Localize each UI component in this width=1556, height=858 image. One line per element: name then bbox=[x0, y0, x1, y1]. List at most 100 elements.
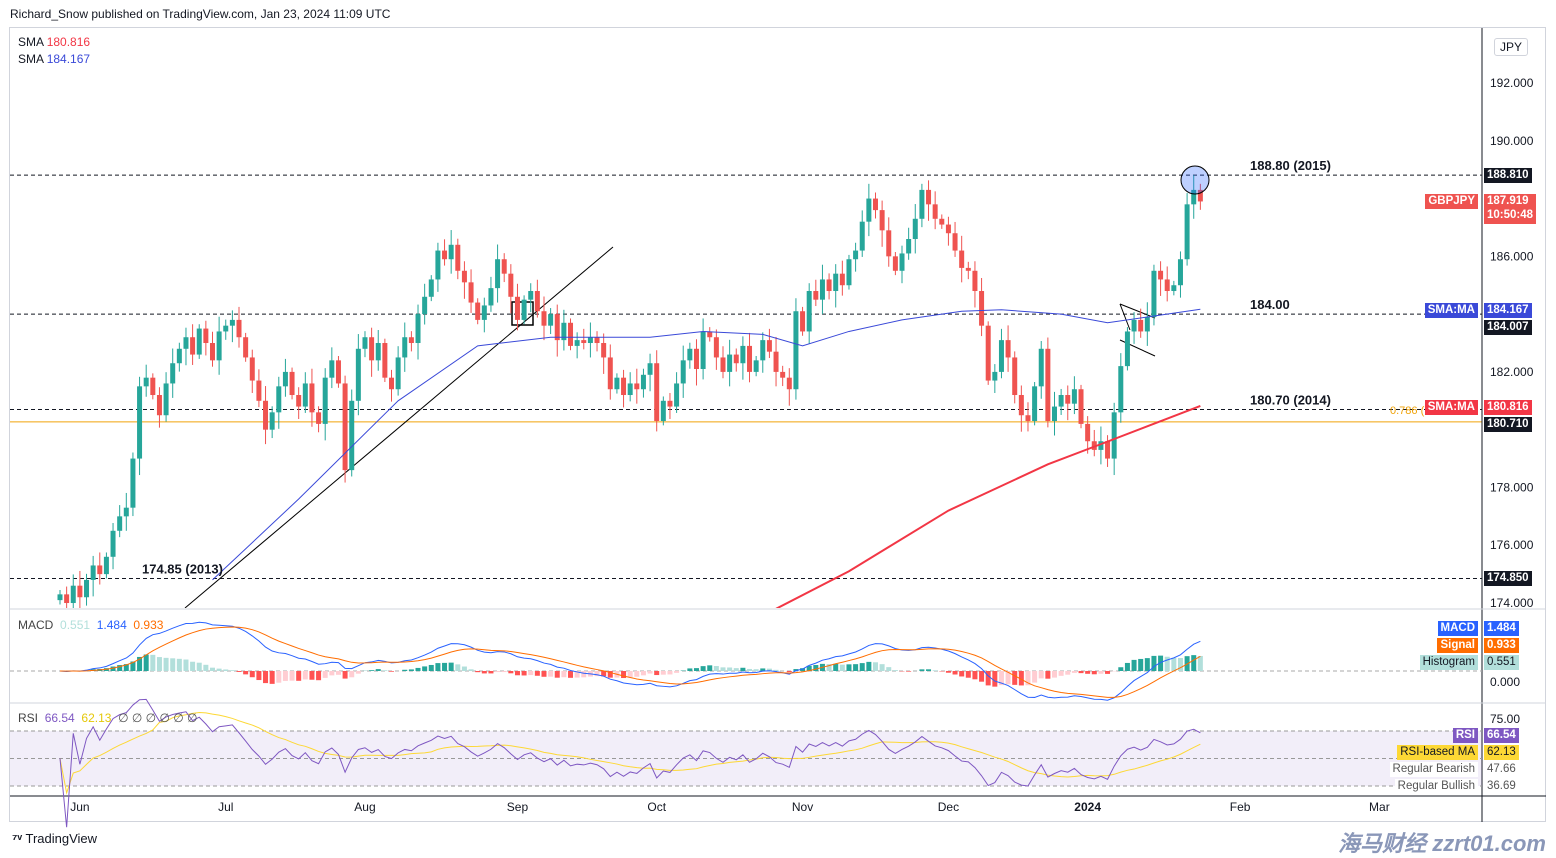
macd-axis-tag: 1.484 bbox=[1484, 621, 1519, 636]
candle-body bbox=[959, 251, 964, 268]
sma-slow-axis-tag: 180.816 bbox=[1484, 400, 1532, 415]
candle-body bbox=[482, 305, 487, 319]
level-axis-tag: 174.850 bbox=[1484, 571, 1532, 586]
candle-body bbox=[449, 245, 454, 259]
fib-label: 0.786 ( bbox=[1390, 405, 1425, 417]
macd-histogram-bar bbox=[369, 670, 374, 671]
macd-histogram-bar bbox=[309, 671, 314, 680]
countdown: 10:50:48 bbox=[1487, 208, 1533, 222]
macd-histogram-bar bbox=[853, 664, 858, 671]
candle-body bbox=[880, 210, 885, 230]
candle-body bbox=[362, 337, 367, 349]
candle-body bbox=[303, 383, 308, 406]
macd-histogram-bar bbox=[721, 667, 726, 671]
time-tick-label: Jul bbox=[218, 800, 233, 814]
candle-body bbox=[177, 349, 182, 363]
candle-body bbox=[323, 378, 328, 424]
macd-value: 1.484 bbox=[97, 618, 127, 632]
macd-histogram-bar bbox=[1145, 658, 1150, 671]
candle-body bbox=[1072, 389, 1077, 403]
candle-body bbox=[144, 378, 149, 387]
candle-body bbox=[946, 225, 951, 234]
divergence-axis-tag: 36.69 bbox=[1484, 779, 1519, 794]
macd-histogram-bar bbox=[528, 671, 533, 675]
candle-body bbox=[137, 386, 142, 458]
candle-body bbox=[190, 337, 195, 354]
price-tick-label: 178.000 bbox=[1490, 480, 1534, 494]
candle-body bbox=[71, 586, 76, 603]
macd-histogram-bar bbox=[1098, 671, 1103, 674]
candle-body bbox=[488, 288, 493, 305]
macd-histogram-bar bbox=[164, 658, 169, 671]
candle-body bbox=[1052, 407, 1057, 421]
candle-body bbox=[1085, 424, 1090, 441]
time-tick-label: Nov bbox=[792, 800, 813, 814]
candle-body bbox=[389, 378, 394, 390]
candle-body bbox=[283, 372, 288, 386]
tv-icon: ⁷ᵛ bbox=[12, 831, 22, 846]
candle-body bbox=[1158, 271, 1163, 280]
candle-body bbox=[1112, 412, 1117, 458]
candle-body bbox=[349, 401, 354, 470]
candle-body bbox=[250, 357, 255, 380]
macd-histogram-bar bbox=[648, 671, 653, 674]
candle-body bbox=[1118, 366, 1123, 412]
macd-histogram-bar bbox=[833, 664, 838, 671]
candle-body bbox=[793, 311, 798, 389]
highlight-circle bbox=[1181, 166, 1209, 194]
macd-histogram-bar bbox=[263, 671, 268, 683]
candle-body bbox=[813, 291, 818, 300]
macd-histogram-bar bbox=[1059, 671, 1064, 676]
candle-body bbox=[429, 279, 434, 296]
candle-body bbox=[1065, 395, 1070, 404]
macd-histogram-bar bbox=[654, 671, 659, 675]
candle-body bbox=[270, 412, 275, 429]
macd-histogram-bar bbox=[283, 671, 288, 681]
macd-histogram-bar bbox=[1092, 671, 1097, 674]
candle-body bbox=[309, 383, 314, 412]
macd-histogram-bar bbox=[243, 671, 248, 674]
candle-body bbox=[979, 291, 984, 326]
time-tick-label: 2024 bbox=[1074, 800, 1101, 814]
macd-histogram-bar bbox=[329, 671, 334, 675]
candle-body bbox=[853, 251, 858, 260]
histogram-tag-label: Histogram bbox=[1420, 655, 1478, 670]
macd-histogram-bar bbox=[568, 671, 573, 678]
macd-histogram-bar bbox=[382, 670, 387, 671]
candle-body bbox=[800, 311, 805, 331]
candle-body bbox=[906, 239, 911, 253]
price-pane bbox=[10, 166, 1482, 615]
sma-legend-2: SMA 184.167 bbox=[18, 52, 90, 66]
candle-body bbox=[780, 372, 785, 378]
candle-body bbox=[535, 291, 540, 311]
macd-histogram-bar bbox=[1105, 671, 1110, 674]
macd-histogram-bar bbox=[488, 671, 493, 673]
macd-histogram-bar bbox=[316, 671, 321, 680]
macd-histogram-bar bbox=[906, 671, 911, 672]
candle-body bbox=[91, 565, 96, 579]
candle-body bbox=[608, 357, 613, 389]
time-tick-label: Mar bbox=[1369, 800, 1390, 814]
rsi-divergence-values: ∅ ∅ ∅ ∅ ∅ ∅ bbox=[118, 711, 197, 725]
candle-body bbox=[217, 331, 222, 360]
macd-histogram-bar bbox=[667, 671, 672, 674]
tradingview-logo[interactable]: ⁷ᵛ TradingView bbox=[12, 831, 97, 846]
candle-body bbox=[1032, 386, 1037, 421]
signal-tag-label: Signal bbox=[1437, 638, 1478, 653]
macd-tag-label: MACD bbox=[1438, 621, 1479, 636]
macd-histogram-bar bbox=[296, 671, 301, 681]
macd-histogram-bar bbox=[256, 671, 261, 680]
candle-body bbox=[1025, 415, 1030, 421]
macd-histogram-bar bbox=[515, 671, 520, 675]
candle-body bbox=[787, 378, 792, 390]
candle-body bbox=[694, 349, 699, 369]
candle-body bbox=[734, 355, 739, 364]
macd-histogram-bar bbox=[661, 671, 666, 675]
currency-button[interactable]: JPY bbox=[1494, 38, 1528, 56]
macd-line bbox=[60, 622, 1200, 700]
candle-body bbox=[740, 346, 745, 363]
candle-body bbox=[164, 383, 169, 415]
macd-histogram-bar bbox=[435, 663, 440, 671]
price-tick-label: 192.000 bbox=[1490, 76, 1534, 90]
